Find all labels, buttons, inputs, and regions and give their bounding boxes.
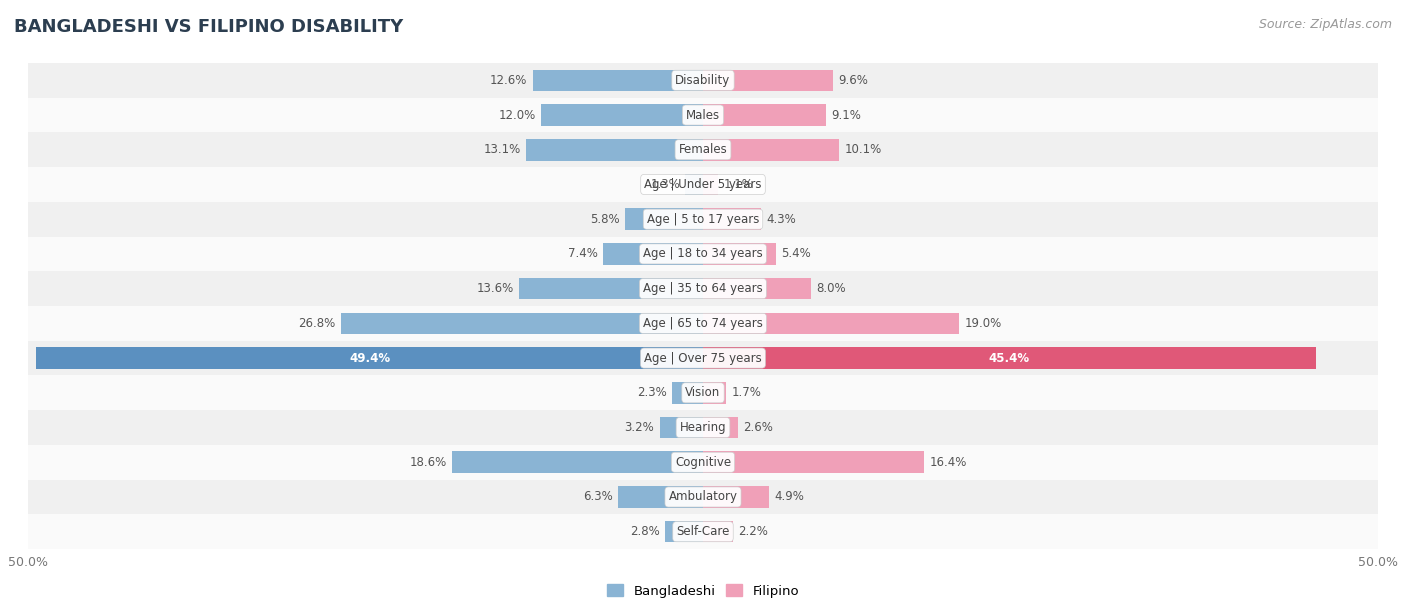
Bar: [519, 278, 703, 299]
Bar: [28, 375, 1378, 410]
Bar: [526, 139, 703, 160]
Text: 9.1%: 9.1%: [831, 108, 860, 122]
Text: Age | Over 75 years: Age | Over 75 years: [644, 351, 762, 365]
Bar: [28, 202, 1378, 237]
Bar: [541, 104, 703, 126]
Bar: [28, 271, 1378, 306]
Bar: [451, 452, 703, 473]
Bar: [703, 70, 832, 91]
Bar: [619, 486, 703, 508]
Text: Age | 5 to 17 years: Age | 5 to 17 years: [647, 213, 759, 226]
Text: Self-Care: Self-Care: [676, 525, 730, 538]
Bar: [28, 341, 1378, 375]
Bar: [28, 480, 1378, 514]
Bar: [703, 417, 738, 438]
Bar: [703, 174, 718, 195]
Bar: [665, 521, 703, 542]
Text: Age | 35 to 64 years: Age | 35 to 64 years: [643, 282, 763, 295]
Bar: [28, 410, 1378, 445]
Bar: [703, 278, 811, 299]
Text: Disability: Disability: [675, 74, 731, 87]
Bar: [686, 174, 703, 195]
Bar: [703, 348, 1316, 369]
Bar: [659, 417, 703, 438]
Text: 6.3%: 6.3%: [583, 490, 613, 504]
Bar: [703, 313, 959, 334]
Bar: [37, 348, 703, 369]
Bar: [672, 382, 703, 403]
Bar: [28, 514, 1378, 549]
Bar: [28, 63, 1378, 98]
Text: 2.3%: 2.3%: [637, 386, 666, 399]
Text: Cognitive: Cognitive: [675, 456, 731, 469]
Text: 19.0%: 19.0%: [965, 317, 1002, 330]
Text: Age | 65 to 74 years: Age | 65 to 74 years: [643, 317, 763, 330]
Text: 5.4%: 5.4%: [782, 247, 811, 261]
Text: Males: Males: [686, 108, 720, 122]
Text: 2.8%: 2.8%: [630, 525, 659, 538]
Text: 9.6%: 9.6%: [838, 74, 868, 87]
Text: 12.0%: 12.0%: [498, 108, 536, 122]
Text: 1.7%: 1.7%: [731, 386, 761, 399]
Text: Ambulatory: Ambulatory: [668, 490, 738, 504]
Bar: [624, 209, 703, 230]
Bar: [603, 243, 703, 264]
Text: 2.2%: 2.2%: [738, 525, 768, 538]
Text: 3.2%: 3.2%: [624, 421, 654, 434]
Bar: [533, 70, 703, 91]
Bar: [28, 132, 1378, 167]
Text: BANGLADESHI VS FILIPINO DISABILITY: BANGLADESHI VS FILIPINO DISABILITY: [14, 18, 404, 36]
Text: Vision: Vision: [685, 386, 721, 399]
Text: 12.6%: 12.6%: [491, 74, 527, 87]
Bar: [28, 167, 1378, 202]
Legend: Bangladeshi, Filipino: Bangladeshi, Filipino: [602, 579, 804, 603]
Bar: [342, 313, 703, 334]
Bar: [703, 139, 839, 160]
Bar: [703, 104, 825, 126]
Text: 7.4%: 7.4%: [568, 247, 598, 261]
Text: 2.6%: 2.6%: [744, 421, 773, 434]
Text: 10.1%: 10.1%: [845, 143, 882, 156]
Bar: [703, 452, 924, 473]
Text: 1.1%: 1.1%: [723, 178, 754, 191]
Text: 4.3%: 4.3%: [766, 213, 796, 226]
Text: 49.4%: 49.4%: [349, 351, 391, 365]
Text: Age | Under 5 years: Age | Under 5 years: [644, 178, 762, 191]
Text: 16.4%: 16.4%: [929, 456, 967, 469]
Text: Source: ZipAtlas.com: Source: ZipAtlas.com: [1258, 18, 1392, 31]
Bar: [703, 486, 769, 508]
Text: 18.6%: 18.6%: [409, 456, 447, 469]
Text: 13.6%: 13.6%: [477, 282, 515, 295]
Text: Females: Females: [679, 143, 727, 156]
Bar: [28, 237, 1378, 271]
Text: 4.9%: 4.9%: [775, 490, 804, 504]
Bar: [28, 98, 1378, 132]
Bar: [28, 445, 1378, 480]
Text: 13.1%: 13.1%: [484, 143, 520, 156]
Text: Hearing: Hearing: [679, 421, 727, 434]
Text: 1.3%: 1.3%: [651, 178, 681, 191]
Text: Age | 18 to 34 years: Age | 18 to 34 years: [643, 247, 763, 261]
Bar: [703, 382, 725, 403]
Text: 5.8%: 5.8%: [589, 213, 619, 226]
Bar: [703, 243, 776, 264]
Bar: [703, 209, 761, 230]
Bar: [28, 306, 1378, 341]
Text: 26.8%: 26.8%: [298, 317, 336, 330]
Bar: [703, 521, 733, 542]
Text: 45.4%: 45.4%: [988, 351, 1031, 365]
Text: 8.0%: 8.0%: [817, 282, 846, 295]
